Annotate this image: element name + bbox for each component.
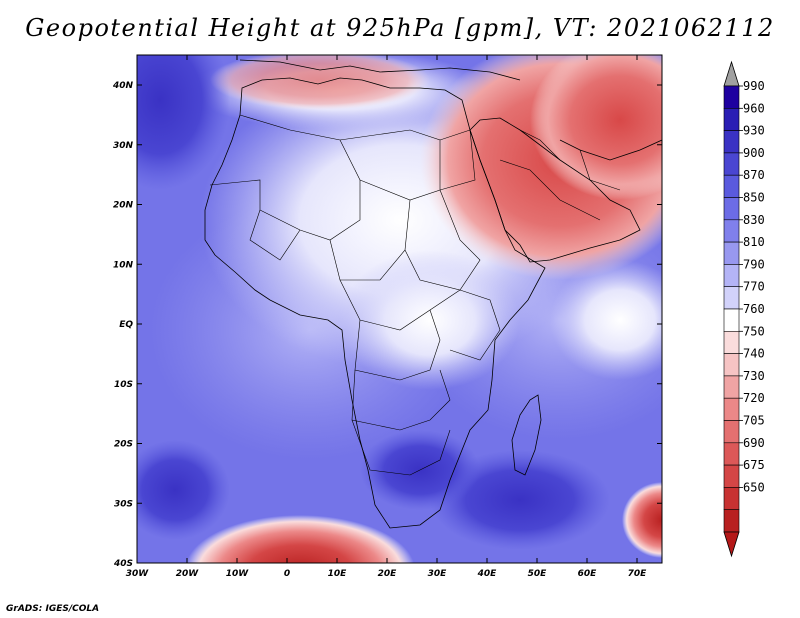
border-line [239,114,361,241]
lon-label: 40E [477,569,498,579]
colorbar-label: 870 [743,168,765,182]
colorbar-label: 900 [743,146,765,160]
lon-label: 30W [126,569,150,579]
colorbar-label: 990 [743,79,765,93]
colorbar-label: 750 [743,324,765,338]
arabia-coastline [469,117,641,263]
colorbar-label: 690 [743,436,765,450]
height-field [137,55,662,563]
colorbar-label: 730 [743,369,765,383]
country-borders [209,114,621,476]
colorbar-label: 675 [743,458,765,472]
lon-label: 0 [284,569,290,579]
colorbar-label: 720 [743,391,765,405]
colorbar-swatch [723,487,740,510]
lat-label: 40N [112,81,134,91]
colorbar-label: 830 [743,213,765,227]
colorbar-swatch [723,509,740,533]
madagascar-coastline [511,394,542,476]
lat-label: 20S [114,440,133,450]
colorbar-swatch [723,286,740,310]
colorbar-label: 740 [743,347,765,361]
colorbar-swatch [723,308,740,332]
colorbar-swatch [723,264,740,287]
lat-label: 10S [114,380,133,390]
colorbar-label: 850 [743,191,765,205]
lon-label: 10E [328,569,348,579]
lon-label: 20W [176,569,200,579]
colorbar-swatch [723,197,740,221]
border-line [499,159,601,221]
border-line [354,309,441,381]
lon-label: 30E [428,569,448,579]
lat-label: 40S [113,559,133,569]
colorbar-label: 930 [743,124,765,138]
colorbar-swatch [723,397,740,421]
border-line [351,419,451,476]
lat-label: 30N [113,141,134,151]
africa-coastline [204,77,546,529]
colorbar-bottom-arrow [723,531,740,558]
colorbar-swatch [723,420,740,444]
colorbar-swatch [723,330,740,354]
europe-coastline [239,59,521,81]
colorbar-label: 960 [743,101,765,115]
map-title: Geopotential Height at 925hPa [gpm], VT:… [25,14,775,42]
lon-label: 20E [378,569,398,579]
colorbar-swatch [723,108,740,131]
border-line [209,179,261,210]
colorbar-swatch [723,152,740,176]
lon-label: 60E [578,569,598,579]
lat-label: 30S [114,499,133,509]
border-line [339,279,461,331]
colorbar-swatch [723,219,740,243]
border-line [249,209,301,261]
border-line [449,289,501,361]
lon-label: 70E [628,569,648,579]
border-line [439,129,476,191]
longitude-axis: 30W 20W 10W 0 10E 20E 30E 40E 50E 60E 70E [126,55,647,579]
lat-label: 10N [113,260,134,270]
latitude-axis: 40N 30N 20N 10N EQ 10S 20S 30S 40S [112,81,662,569]
colorbar-swatch [723,85,740,109]
border-line [351,369,451,431]
coastlines [204,59,662,529]
colorbar-label: 790 [743,257,765,271]
colorbar-swatch [723,241,740,265]
colorbar-label: 650 [743,480,765,494]
colorbar-swatch [723,130,740,154]
colorbar-swatch [723,375,740,399]
lon-label: 10W [226,569,250,579]
lat-label: 20N [113,201,134,211]
colorbar-top-arrow [723,60,740,87]
colorbar-swatch [723,442,740,466]
colorbar-label: 810 [743,235,765,249]
colorbar-swatch [723,174,740,198]
lat-label: EQ [119,320,133,330]
border-line [519,129,561,161]
colorbar: 990 960 930 900 870 850 830 810 790 770 760 750 740 7… [723,60,765,558]
colorbar-swatch [723,353,740,377]
border-line [339,129,441,201]
colorbar-label: 760 [743,302,765,316]
map-frame [136,54,663,564]
colorbar-label: 705 [743,414,765,428]
border-line [329,199,411,281]
colorbar-label: 770 [743,280,765,294]
grads-credit: GrADS: IGES/COLA [6,604,100,614]
border-line [579,149,621,191]
colorbar-swatch [723,464,740,488]
persia-coastline [559,139,662,161]
lon-label: 50E [528,569,548,579]
border-line [404,189,481,291]
